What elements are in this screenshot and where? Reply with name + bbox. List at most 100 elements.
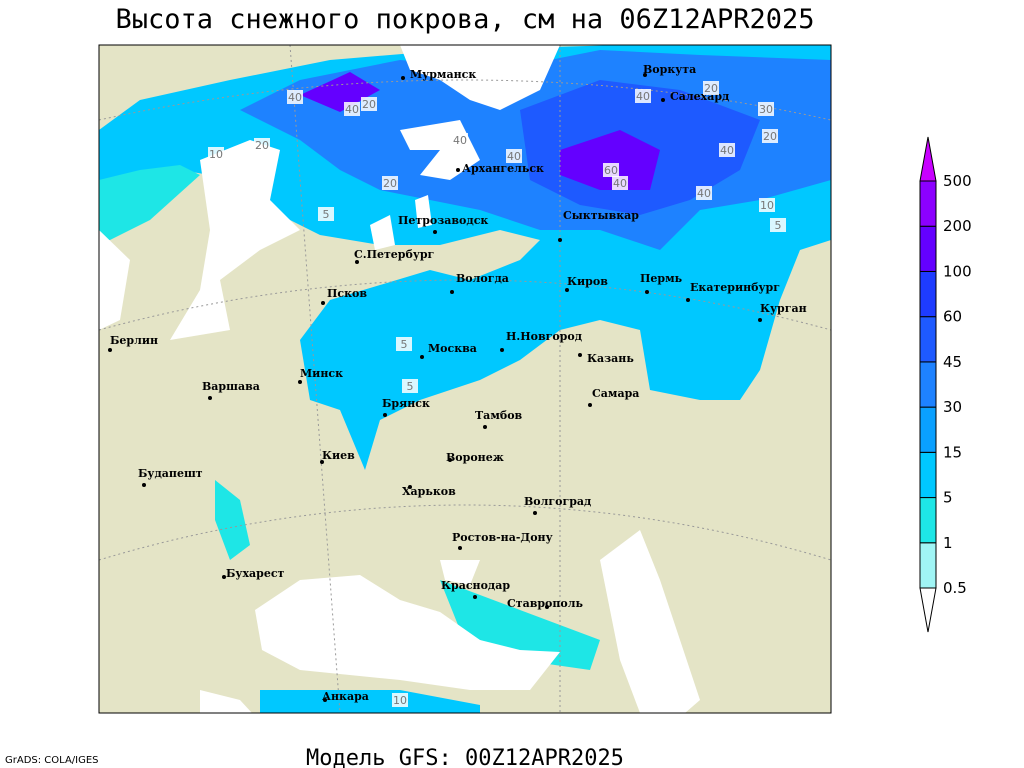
sea <box>170 140 300 340</box>
contour-label: 20 <box>362 98 376 111</box>
contour-label-box <box>603 163 619 177</box>
legend-arrow-low <box>919 587 937 633</box>
legend-label: 30 <box>943 398 962 416</box>
city-dot <box>408 485 412 489</box>
contour-label: 40 <box>613 177 627 190</box>
city-dot <box>533 511 537 515</box>
city-dot <box>645 290 649 294</box>
contour-label-box <box>402 379 418 393</box>
city-layer: Мурманск Воркута Салехард Архангельск Петроз… <box>108 63 807 703</box>
snow-area <box>99 165 200 240</box>
contour-label: 40 <box>507 150 521 163</box>
contour-label: 5 <box>323 208 330 221</box>
contour-label-box <box>318 207 334 221</box>
city-label: Казань <box>587 352 634 365</box>
contour-label: 20 <box>383 177 397 190</box>
contour-label-box <box>344 102 360 116</box>
city-label: Псков <box>327 287 367 300</box>
legend-bin <box>919 406 937 453</box>
city-dot <box>545 605 549 609</box>
city-label: Н.Новгород <box>506 330 582 343</box>
city-label: Бухарест <box>226 567 285 580</box>
snow-area <box>560 130 660 190</box>
city-label: Архангельск <box>462 162 544 175</box>
city-label: Краснодар <box>441 579 510 592</box>
city-dot <box>401 76 405 80</box>
legend-label: 200 <box>943 217 972 235</box>
city-dot <box>323 698 327 702</box>
contour-label: 40 <box>288 91 302 104</box>
city-label: Пермь <box>640 272 683 285</box>
city-dot <box>420 355 424 359</box>
city-label: Москва <box>428 342 477 355</box>
city-dot <box>686 298 690 302</box>
contour-label: 20 <box>763 130 777 143</box>
contour-label: 10 <box>209 148 223 161</box>
city-label: Киев <box>322 449 355 462</box>
city-dot <box>450 290 454 294</box>
city-dot <box>483 425 487 429</box>
legend-label: 500 <box>943 172 972 190</box>
city-label: Салехард <box>670 90 729 103</box>
sea <box>255 575 560 690</box>
graticule <box>99 45 831 713</box>
city-dot <box>565 288 569 292</box>
city-label: Минск <box>300 367 343 380</box>
sea <box>99 230 130 330</box>
city-label: Тамбов <box>475 409 523 422</box>
lake <box>415 195 432 228</box>
city-label: Сыктывкар <box>563 209 639 222</box>
city-dot <box>142 483 146 487</box>
contour-label: 30 <box>759 103 773 116</box>
contour-label: 60 <box>604 164 618 177</box>
legend-bin <box>919 497 937 544</box>
contour-label-box <box>382 176 398 190</box>
city-label: Мурманск <box>410 68 476 81</box>
city-dot <box>456 168 460 172</box>
contour-label-box <box>770 218 786 232</box>
city-label: Ставрополь <box>507 597 584 610</box>
city-label: Берлин <box>110 334 158 347</box>
legend-bin <box>919 270 937 318</box>
city-label: Петрозаводск <box>398 214 488 227</box>
contour-label-box <box>758 102 774 116</box>
contour-label-box <box>254 138 270 152</box>
city-label: Варшава <box>202 380 260 393</box>
legend-label: 1 <box>943 534 953 552</box>
contour-label-box <box>208 147 224 161</box>
contour-label-box <box>759 198 775 212</box>
map <box>99 45 831 713</box>
city-label: Ростов-на-Дону <box>452 531 553 544</box>
legend-label: 15 <box>943 443 962 461</box>
contour-label-box <box>719 143 735 157</box>
city-label: Екатеринбург <box>690 281 780 294</box>
contour-label-box <box>762 129 778 143</box>
legend-label: 60 <box>943 308 962 326</box>
contour-label-box <box>703 81 719 95</box>
legend-label: 45 <box>943 353 962 371</box>
city-label: Вологда <box>456 272 509 285</box>
legend-bin <box>919 361 937 408</box>
city-dot <box>448 458 452 462</box>
city-dot <box>433 230 437 234</box>
contour-label: 40 <box>453 134 467 147</box>
snow-area <box>215 480 250 560</box>
city-label: Брянск <box>382 397 430 410</box>
contour-label: 40 <box>720 144 734 157</box>
contour-label: 40 <box>345 103 359 116</box>
city-label: Самара <box>592 387 639 400</box>
city-dot <box>588 403 592 407</box>
sea <box>440 560 480 585</box>
snow-area <box>300 72 380 112</box>
legend-bin <box>919 225 937 272</box>
contour-label-box <box>696 186 712 200</box>
city-dot <box>321 301 325 305</box>
city-label: С.Петербург <box>354 248 435 261</box>
contour-label: 5 <box>401 338 408 351</box>
legend-label: 0.5 <box>943 579 967 597</box>
city-dot <box>108 348 112 352</box>
subtitle: Модель GFS: 00Z12APR2025 <box>306 746 624 768</box>
city-label: Курган <box>760 302 807 315</box>
